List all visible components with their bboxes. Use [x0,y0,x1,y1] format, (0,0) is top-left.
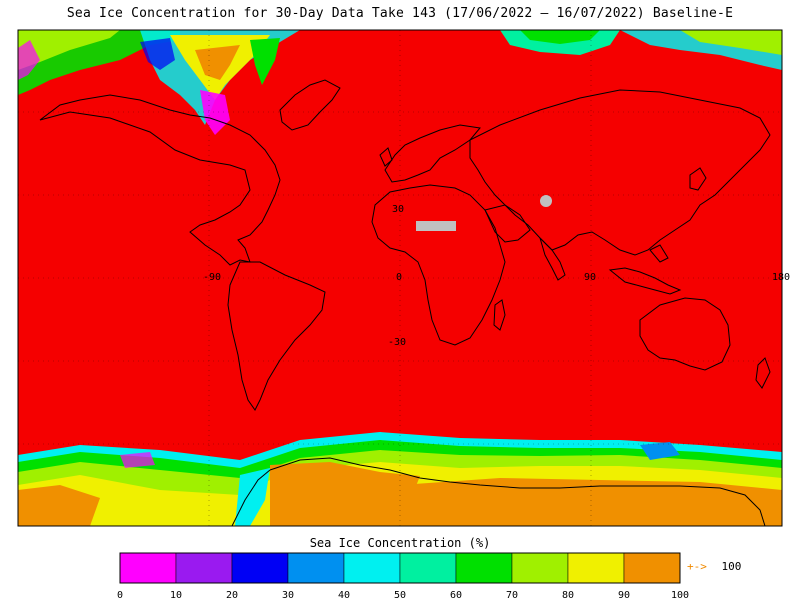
grid-label-lon-west: -90 [203,272,221,283]
land-mask-sahara [416,221,456,231]
colorbar-title: Sea Ice Concentration (%) [309,536,491,550]
grid-label-lon-far: 180 [772,272,790,283]
colorbar-overflow-indicator: +-> 100 [687,560,741,573]
grid-label-lon-east: 90 [584,272,596,283]
grid-label-lon-zero: 0 [396,272,402,283]
grid-label-lat-north: 30 [392,204,404,215]
overflow-arrow: +-> [687,560,707,573]
map-title: Sea Ice Concentration for 30-Day Data Ta… [66,6,734,21]
coastlines [39,79,771,526]
arctic-ice-band [18,30,782,135]
overflow-value: 100 [721,560,742,573]
grid-label-lat-south: -30 [388,337,406,348]
land-mask-tibet [540,195,552,207]
map-frame [17,29,783,527]
